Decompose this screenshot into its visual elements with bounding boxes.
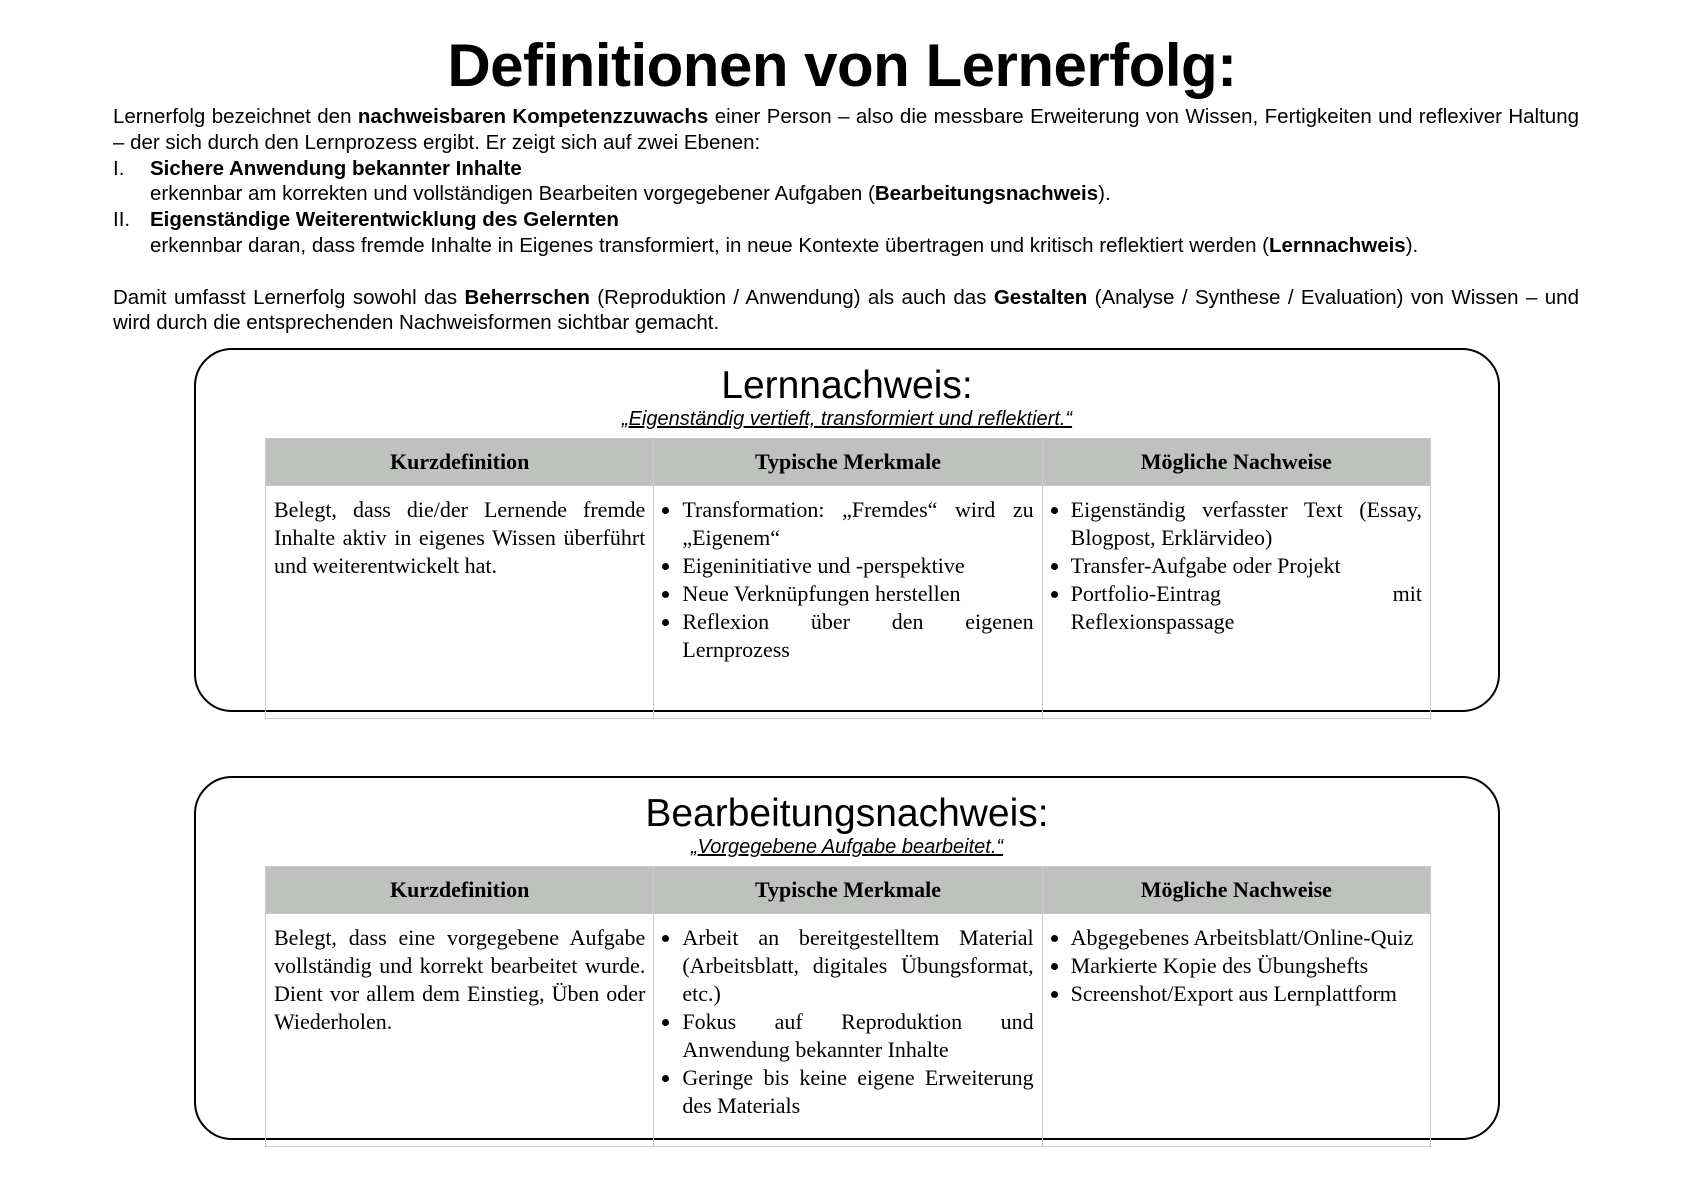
level-title: Eigenständige Weiterentwicklung des Gele… [150, 208, 619, 232]
list-item: Abgegebenes Arbeitsblatt/Online-Quiz [1071, 924, 1422, 952]
bold-text: nachweisbaren Kompetenzzuwachs [357, 105, 709, 128]
level-2: II. Eigenständige Weiterentwicklung des G… [113, 207, 1579, 233]
list-item: Screenshot/Export aus Lernplattform [1071, 980, 1422, 1008]
features-cell: Transformation: „Fremdes“ wird zu „Eigen… [653, 485, 1043, 719]
level-2-desc: erkennbar daran, dass fremde Inhalte in … [113, 233, 1579, 259]
list-item: Transformation: „Fremdes“ wird zu „Eigen… [682, 496, 1033, 552]
list-item: Arbeit an bereitgestelltem Material (Arb… [682, 924, 1033, 1008]
list-item: Eigenständig verfasster Text (Essay, Blo… [1071, 496, 1422, 552]
bold-text: Gestalten [993, 285, 1088, 309]
definition-cell: Belegt, dass eine vorgegebene Aufgabe vo… [264, 913, 655, 1147]
text: erkennbar am korrekten und vollständigen… [150, 182, 875, 206]
column-header: Typische Merkmale [653, 866, 1043, 914]
evidence-cell: Abgegebenes Arbeitsblatt/Online-Quiz Mar… [1041, 913, 1432, 1147]
text: ). [1405, 233, 1419, 257]
list-item: Fokus auf Reproduktion und Anwendung bek… [682, 1008, 1033, 1064]
level-title: Sichere Anwendung bekannter Inhalte [150, 156, 522, 180]
level-number: I. [113, 156, 125, 180]
list-item: Markierte Kopie des Übungshefts [1071, 952, 1422, 980]
table-row: Belegt, dass eine vorgegebene Aufgabe vo… [264, 913, 1432, 1147]
bearbeitungsnachweis-box: Bearbeitungsnachweis: „Vorgegebene Aufga… [194, 776, 1500, 1147]
lernnachweis-box: Lernnachweis: „Eigenständig vertieft, tr… [194, 348, 1500, 719]
list-item: Geringe bis keine eigene Erweiterung des… [682, 1064, 1033, 1120]
box-title: Lernnachweis: [721, 364, 973, 407]
bold-text: Beherrschen [464, 285, 590, 309]
column-header: Kurzdefinition [264, 438, 655, 486]
column-header: Mögliche Nachweise [1041, 438, 1432, 486]
page-title: Definitionen von Lernerfolg: [447, 32, 1237, 99]
definition-cell: Belegt, dass die/der Lernende fremde Inh… [264, 485, 655, 719]
box-title: Bearbeitungsnachweis: [645, 792, 1049, 835]
column-header: Typische Merkmale [653, 438, 1043, 486]
intro-paragraph-2: Damit umfasst Lernerfolg sowohl das Behe… [113, 285, 1579, 337]
level-number: II. [113, 208, 131, 232]
text: (Reproduktion / Anwendung) als auch das [589, 285, 994, 309]
lernnachweis-table: Kurzdefinition Typische Merkmale Mögliche … [264, 438, 1432, 719]
text: einer Person – also die messbare Erweite… [113, 105, 1580, 154]
level-1-desc: erkennbar am korrekten und vollständigen… [113, 181, 1579, 207]
table-row: Belegt, dass die/der Lernende fremde Inh… [264, 485, 1432, 719]
intro-text: Lernerfolg bezeichnet den nachweisbaren … [113, 104, 1579, 336]
text: ). [1098, 182, 1111, 206]
bearbeitungsnachweis-table: Kurzdefinition Typische Merkmale Mögliche … [264, 866, 1432, 1147]
text: (Analyse / Synthese / Evaluation) von Wi… [113, 285, 1579, 335]
text: Lernerfolg bezeichnet den [113, 105, 358, 128]
box-motto: „Eigenständig vertieft, transformiert un… [621, 408, 1073, 430]
list-item: Eigeninitiative und -perspektive [682, 552, 1033, 580]
evidence-cell: Eigenständig verfasster Text (Essay, Blo… [1041, 485, 1432, 719]
list-item: Transfer-Aufgabe oder Projekt [1071, 552, 1422, 580]
box-motto: „Vorgegebene Aufgabe bearbeitet.“ [690, 836, 1004, 858]
features-cell: Arbeit an bereitgestelltem Material (Arb… [653, 913, 1043, 1147]
column-header: Kurzdefinition [264, 866, 655, 914]
list-item: Reflexion über den eigenen Lernprozess [682, 608, 1033, 664]
text: erkennbar daran, dass fremde Inhalte in … [150, 233, 1269, 257]
level-1: I. Sichere Anwendung bekannter Inhalte [113, 156, 1579, 182]
text: Damit umfasst Lernerfolg sowohl das [113, 285, 465, 309]
list-item: Portfolio-Eintrag mit Reflexionspassage [1071, 580, 1422, 636]
bold-text: Bearbeitungsnachweis [874, 182, 1099, 206]
bold-text: Lernnachweis [1269, 233, 1406, 257]
intro-paragraph-1: Lernerfolg bezeichnet den nachweisbaren … [113, 104, 1579, 156]
list-item: Neue Verknüpfungen herstellen [682, 580, 1033, 608]
column-header: Mögliche Nachweise [1041, 866, 1432, 914]
